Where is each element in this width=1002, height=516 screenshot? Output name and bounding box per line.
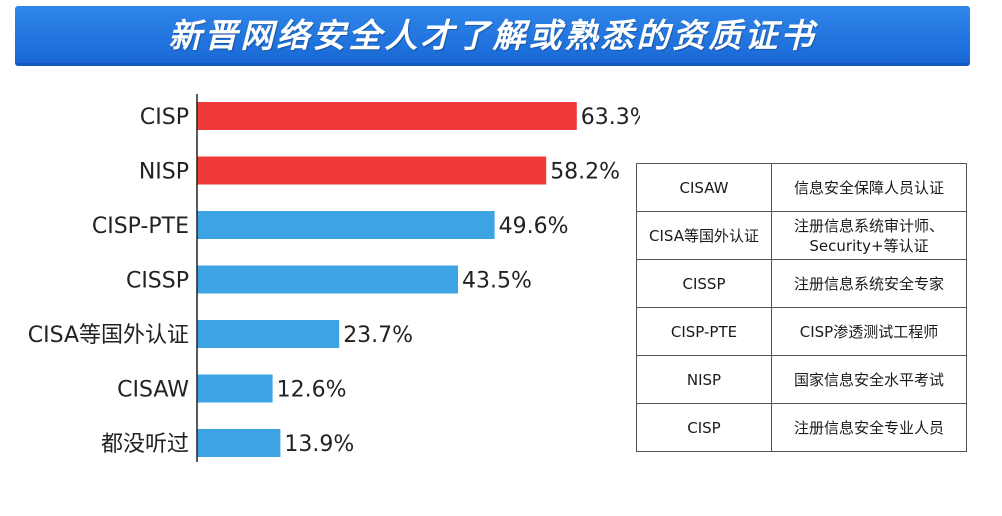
cert-name: CISP — [636, 403, 772, 452]
table-row: CISSP 注册信息系统安全专家 — [636, 259, 967, 308]
cert-name: CISP-PTE — [636, 307, 772, 356]
table-row: NISP 国家信息安全水平考试 — [636, 355, 967, 404]
category-label: NISP — [139, 160, 189, 185]
category-label: 都没听过 — [101, 432, 189, 457]
value-label: 43.5% — [462, 269, 532, 294]
bar-1 — [197, 156, 547, 185]
bar-0 — [197, 102, 577, 130]
table-row: CISP-PTE CISP渗透测试工程师 — [636, 307, 967, 356]
table-row: CISP 注册信息安全专业人员 — [636, 403, 967, 452]
category-label: CISP-PTE — [92, 214, 189, 239]
chart-title: 新晋网络安全人才了解或熟悉的资质证书 — [168, 16, 817, 55]
cert-description: 注册信息系统安全专家 — [771, 259, 967, 308]
value-label: 58.2% — [550, 160, 620, 185]
value-label: 13.9% — [284, 432, 354, 457]
category-label: CISA等国外认证 — [28, 323, 189, 348]
cert-description: CISP渗透测试工程师 — [771, 307, 967, 356]
bar-5 — [197, 374, 273, 403]
table-row: CISAW 信息安全保障人员认证 — [636, 163, 967, 212]
value-label: 49.6% — [499, 214, 569, 239]
category-label: CISP — [140, 105, 189, 130]
cert-description: 国家信息安全水平考试 — [771, 355, 967, 404]
bar-3 — [197, 265, 458, 294]
certificate-legend-table: CISAW 信息安全保障人员认证 CISA等国外认证 注册信息系统审计师、Sec… — [636, 163, 967, 452]
category-label: CISSP — [126, 269, 189, 294]
value-label: 23.7% — [343, 323, 413, 348]
cert-name: CISSP — [636, 259, 772, 308]
value-label: 63.3% — [581, 105, 640, 130]
cert-name: CISAW — [636, 163, 772, 212]
title-banner: 新晋网络安全人才了解或熟悉的资质证书 — [15, 6, 970, 66]
cert-description: 注册信息安全专业人员 — [771, 403, 967, 452]
cert-description: 注册信息系统审计师、Security+等认证 — [771, 211, 967, 260]
table-row: CISA等国外认证 注册信息系统审计师、Security+等认证 — [636, 211, 967, 260]
cert-description: 信息安全保障人员认证 — [771, 163, 967, 212]
bar-2 — [197, 211, 495, 239]
value-label: 12.6% — [277, 378, 347, 403]
bar-4 — [197, 320, 340, 348]
cert-name: CISA等国外认证 — [636, 211, 772, 260]
category-label: CISAW — [117, 378, 189, 403]
cert-name: NISP — [636, 355, 772, 404]
bar-6 — [197, 429, 281, 457]
bar-chart: CISP 63.3% NISP 58.2% CISP-PTE 49.6% CISSP 43.5… — [28, 94, 640, 462]
